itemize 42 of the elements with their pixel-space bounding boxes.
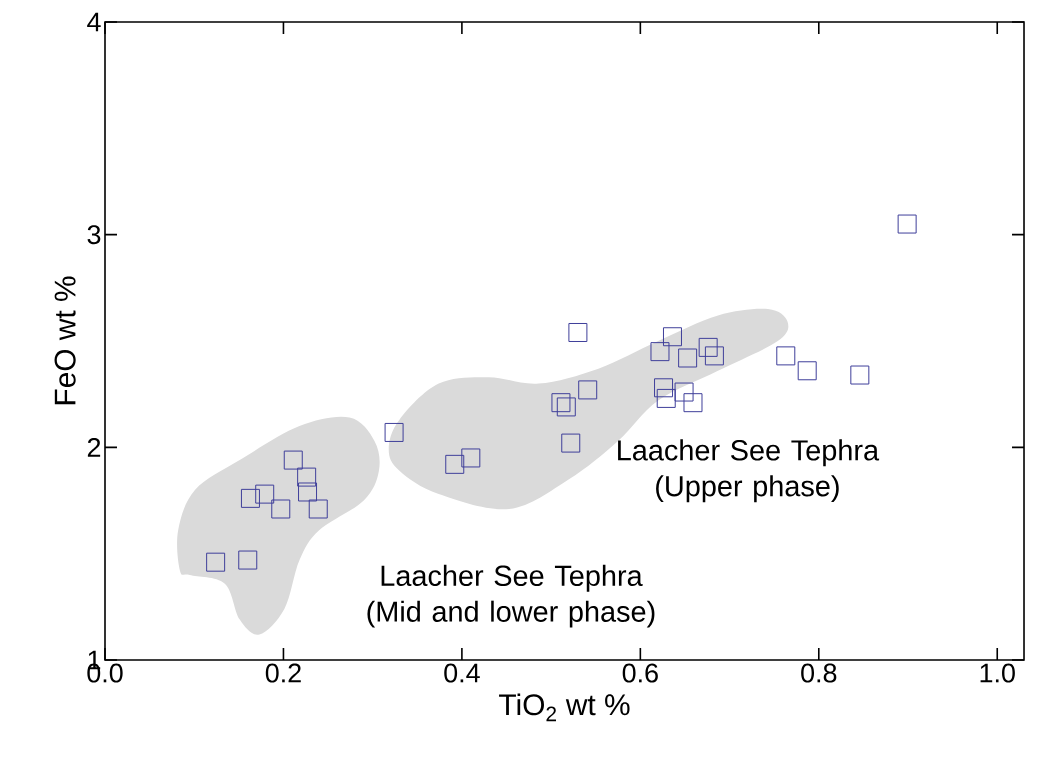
annotation: Laacher See Tephra (Upper phase) [618,439,880,503]
point [238,550,258,570]
point [445,454,465,474]
x-tick-label: 1.0 [980,663,1015,683]
point [662,327,682,347]
point [698,337,718,357]
x-tick-label: 0.6 [622,663,658,683]
point [240,488,260,508]
point [297,467,317,487]
point [850,365,870,385]
point [650,342,670,362]
point [206,552,226,572]
point [568,322,588,342]
point [776,346,796,366]
x-tick-label: 0.4 [444,663,480,683]
point [674,382,694,402]
point [797,361,817,381]
x-axis-title: TiO$_{2}$ wt % [499,693,630,722]
annotation: Laacher See Tephra (Mid and lower phase) [367,564,655,628]
point [271,499,291,519]
point [461,448,481,468]
point [683,393,703,413]
x-tick-label: 0.8 [801,663,837,683]
point [678,348,698,368]
point [298,482,318,502]
point [656,388,676,408]
point [897,214,917,234]
y-tick-label: 2 [87,437,101,457]
y-tick-label: 3 [87,225,101,245]
point [654,378,674,398]
point [283,450,303,470]
point [704,346,724,366]
point [308,499,328,519]
point [551,393,571,413]
point [561,433,581,453]
point [255,484,275,504]
y-tick-label: 4 [87,12,101,32]
x-tick-label: 0.2 [265,663,301,683]
point [578,380,598,400]
point [556,397,576,417]
y-axis-title: FeO wt % [54,276,76,405]
point [384,422,404,442]
